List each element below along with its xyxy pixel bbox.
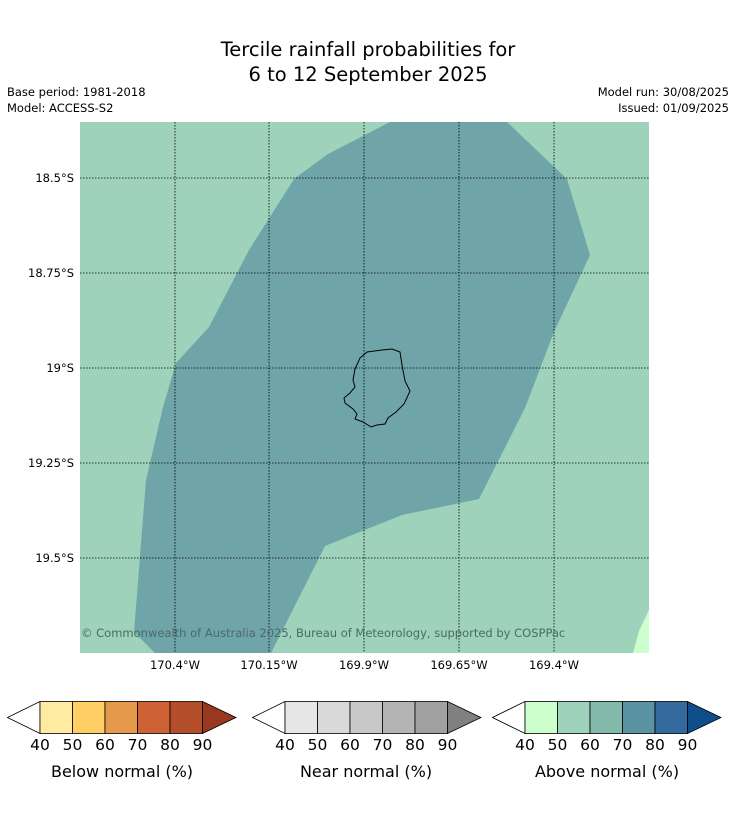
lon-label-170-15w: 170.15°W: [240, 658, 298, 672]
below-tick-90: 90: [192, 736, 213, 754]
near-tick-50: 50: [307, 736, 328, 754]
meta-right: Model run: 30/08/2025 Issued: 01/09/2025: [598, 84, 729, 116]
above-normal-60-70: [589, 701, 623, 734]
copyright-credit: © Commonwealth of Australia 2025, Bureau…: [81, 626, 566, 640]
below-normal-40-50: [39, 701, 73, 734]
map-title-line2: 6 to 12 September 2025: [248, 63, 488, 86]
lon-label-170-4w: 170.4°W: [149, 658, 201, 672]
above-normal-80-90: [654, 701, 688, 734]
lon-label-169-4w: 169.4°W: [528, 658, 580, 672]
near-normal-50-60: [317, 701, 351, 734]
below-tick-80: 80: [160, 736, 180, 754]
below-tick-40: 40: [30, 736, 50, 754]
lat-label-18-75s: 18.75°S: [28, 266, 74, 280]
lat-label-19-25s: 19.25°S: [28, 456, 74, 470]
near-normal-extend-high: [447, 701, 482, 735]
above-tick-80: 80: [645, 736, 665, 754]
above-normal-50-60: [557, 701, 591, 734]
below-normal-50-60: [72, 701, 106, 734]
near-normal-extend-low: [252, 701, 286, 735]
map-title-line1: Tercile rainfall probabilities for: [220, 38, 516, 61]
map-gridlines: [80, 122, 649, 653]
lon-label-169-65w: 169.65°W: [430, 658, 488, 672]
above-tick-90: 90: [677, 736, 698, 754]
above-normal-extend-high: [687, 701, 722, 735]
base-period: Base period: 1981-2018: [7, 85, 146, 99]
lat-label-18-5s: 18.5°S: [35, 171, 74, 185]
above-tick-60: 60: [580, 736, 600, 754]
model-name: Model: ACCESS-S2: [7, 101, 114, 115]
below-tick-60: 60: [95, 736, 115, 754]
above-normal-40-50-corner: [633, 610, 649, 653]
below-normal-80-90: [169, 701, 203, 734]
meta-left: Base period: 1981-2018 Model: ACCESS-S2: [7, 84, 146, 116]
below-normal-70-80: [137, 701, 171, 734]
below-normal-extend-high: [202, 701, 237, 735]
above-tick-40: 40: [515, 736, 535, 754]
near-tick-60: 60: [340, 736, 360, 754]
near-tick-70: 70: [372, 736, 393, 754]
below-normal-label: Below normal (%): [50, 762, 194, 781]
near-normal-70-80: [382, 701, 416, 734]
map-panel: [80, 122, 649, 653]
below-normal-extend-low: [7, 701, 41, 735]
near-normal-label: Near normal (%): [299, 762, 433, 781]
near-normal-80-90: [414, 701, 448, 734]
colorbar-below-normal: [7, 701, 237, 735]
issued-date: Issued: 01/09/2025: [618, 101, 729, 115]
below-normal-60-70: [104, 701, 138, 734]
island-coastline: [343, 348, 411, 428]
above-normal-40-50: [524, 701, 558, 734]
lat-label-19-5s: 19.5°S: [35, 551, 74, 565]
above-normal-label: Above normal (%): [534, 762, 680, 781]
below-tick-70: 70: [127, 736, 148, 754]
near-tick-40: 40: [275, 736, 295, 754]
above-normal-extend-low: [492, 701, 526, 735]
lat-label-19s: 19°S: [46, 361, 74, 375]
above-tick-50: 50: [547, 736, 568, 754]
above-normal-70-80-region: [134, 122, 590, 653]
lon-label-169-9w: 169.9°W: [338, 658, 390, 672]
above-tick-70: 70: [612, 736, 633, 754]
near-tick-80: 80: [405, 736, 425, 754]
near-tick-90: 90: [437, 736, 458, 754]
above-normal-70-80: [622, 701, 656, 734]
model-run: Model run: 30/08/2025: [597, 85, 729, 99]
below-tick-50: 50: [62, 736, 83, 754]
near-normal-40-50: [284, 701, 318, 734]
colorbar-above-normal: [492, 701, 722, 735]
near-normal-60-70: [349, 701, 383, 734]
colorbar-near-normal: [252, 701, 482, 735]
